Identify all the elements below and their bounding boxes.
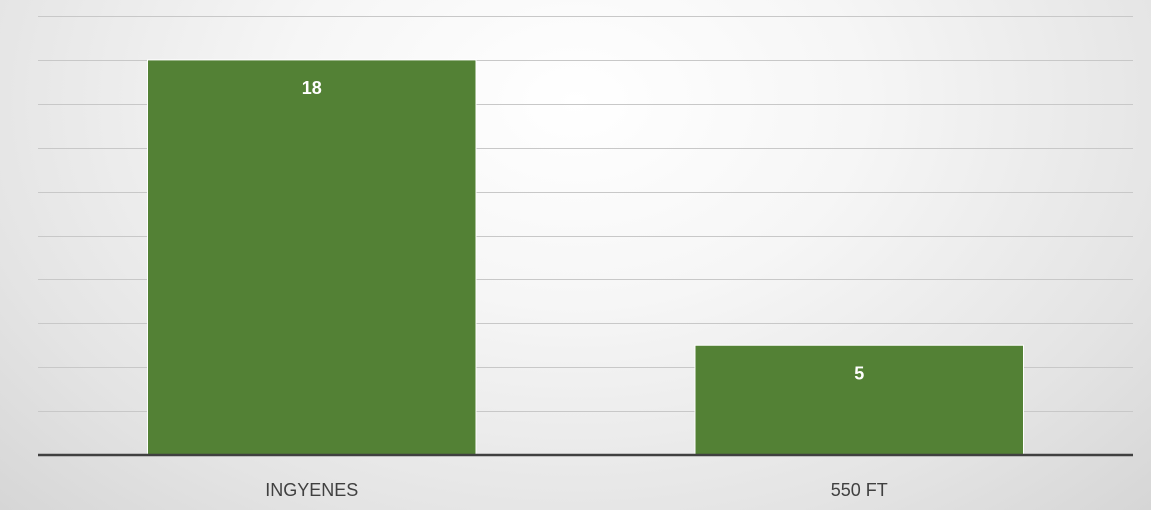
category-label: INGYENES	[265, 480, 358, 500]
bar-2	[694, 344, 1024, 456]
bar-1	[147, 59, 477, 456]
data-label: 18	[302, 78, 322, 98]
category-label: 550 FT	[831, 480, 888, 500]
data-label: 5	[854, 363, 864, 383]
